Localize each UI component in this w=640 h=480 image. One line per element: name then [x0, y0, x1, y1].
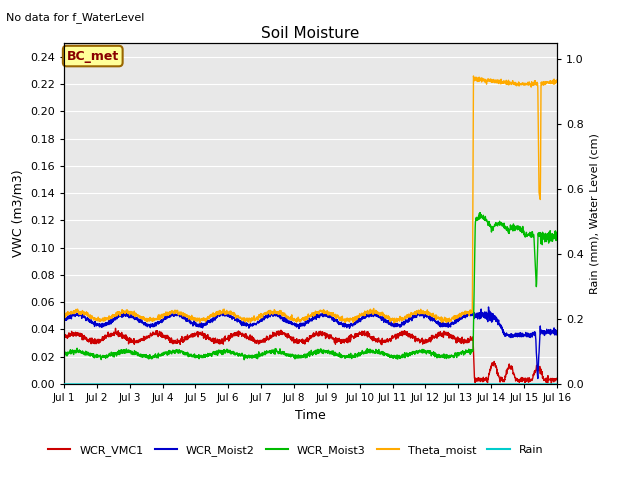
Y-axis label: Rain (mm), Water Level (cm): Rain (mm), Water Level (cm)	[589, 133, 599, 294]
Text: No data for f_WaterLevel: No data for f_WaterLevel	[6, 12, 145, 23]
Text: BC_met: BC_met	[67, 49, 119, 62]
Y-axis label: VWC (m3/m3): VWC (m3/m3)	[12, 170, 24, 257]
Legend: WCR_VMC1, WCR_Moist2, WCR_Moist3, Theta_moist, Rain: WCR_VMC1, WCR_Moist2, WCR_Moist3, Theta_…	[44, 441, 547, 460]
X-axis label: Time: Time	[295, 408, 326, 421]
Title: Soil Moisture: Soil Moisture	[261, 25, 360, 41]
